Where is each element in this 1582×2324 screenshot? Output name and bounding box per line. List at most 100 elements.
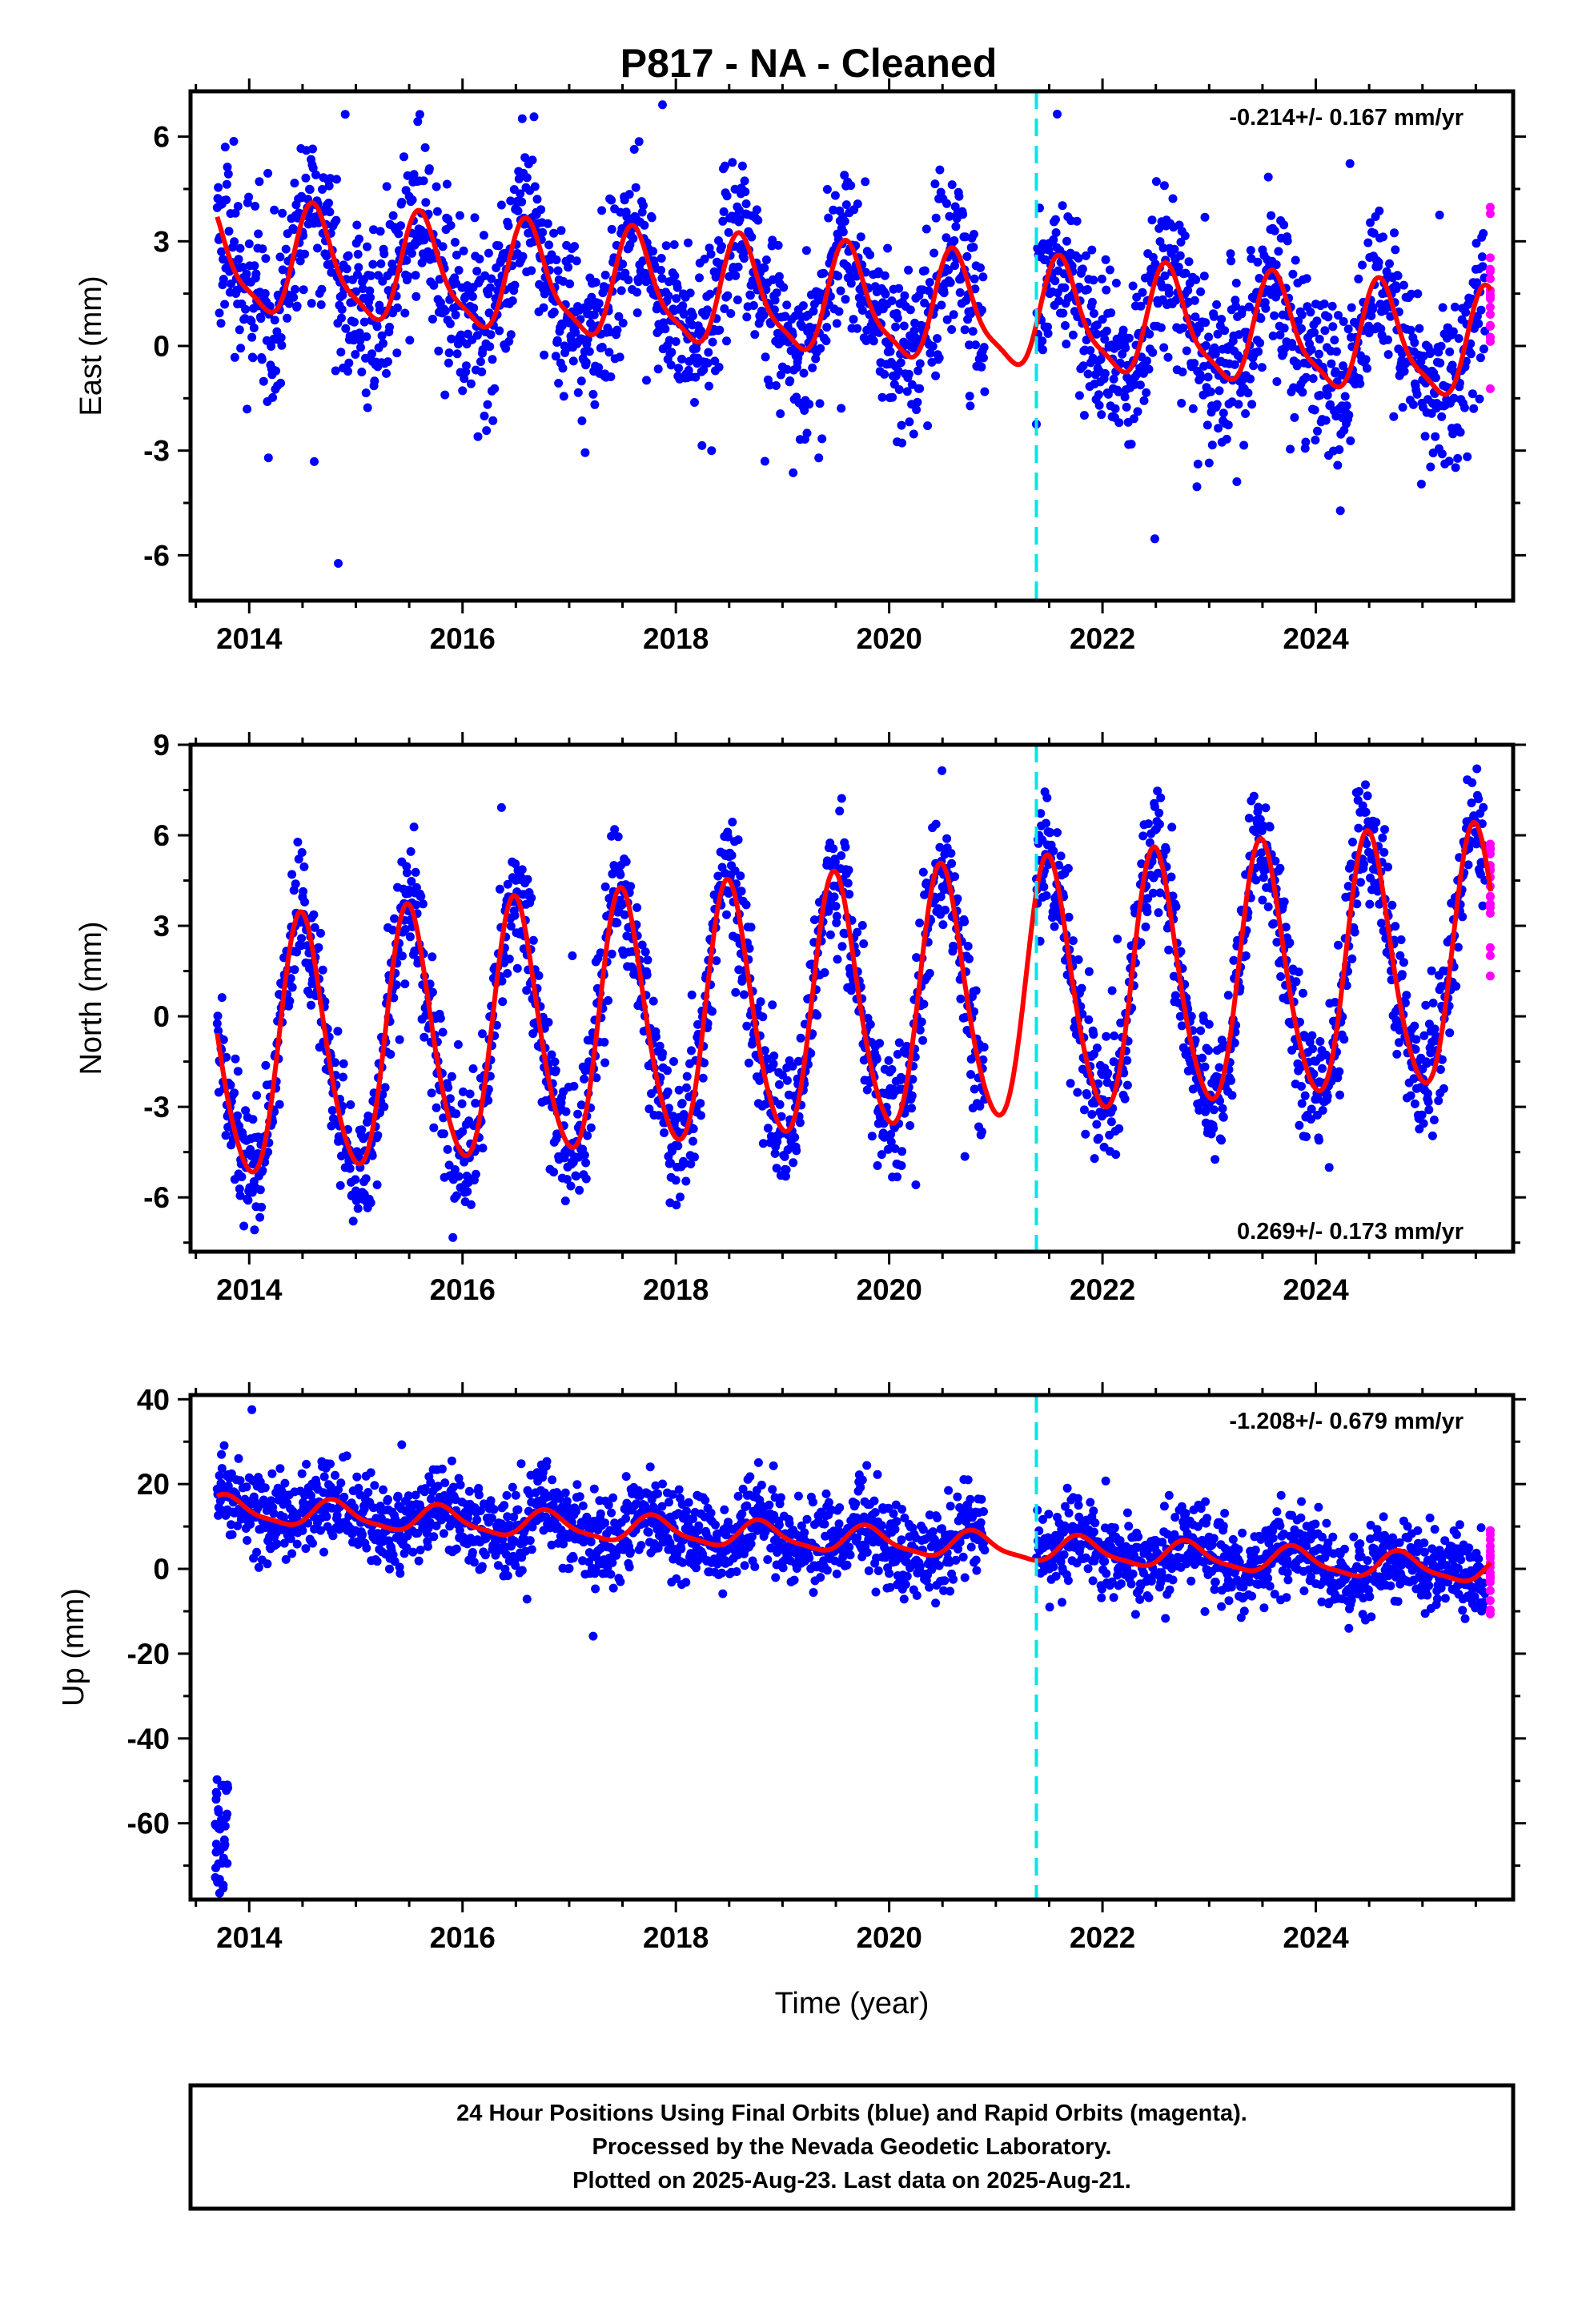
data-point <box>769 305 779 315</box>
data-point <box>693 1019 702 1029</box>
data-point <box>907 1104 917 1113</box>
data-point <box>375 227 385 236</box>
data-point <box>517 197 527 207</box>
data-point <box>285 996 295 1006</box>
data-point <box>1479 802 1488 812</box>
data-point <box>739 254 749 263</box>
data-point <box>421 198 431 207</box>
data-point <box>1452 982 1461 991</box>
data-point <box>432 1103 441 1112</box>
data-point <box>1348 838 1357 846</box>
data-point <box>485 283 495 292</box>
y-tick-label: 0 <box>153 1000 170 1033</box>
data-point <box>267 342 276 351</box>
data-point <box>705 289 715 299</box>
data-point <box>834 307 844 316</box>
data-point <box>561 1107 571 1116</box>
data-point <box>511 859 520 869</box>
data-point <box>840 216 849 226</box>
data-point <box>490 384 500 393</box>
data-point <box>1422 1059 1431 1068</box>
plot-frame <box>188 89 1516 603</box>
data-point <box>681 1176 691 1186</box>
data-point <box>1078 264 1087 274</box>
data-point <box>214 1026 223 1035</box>
data-point <box>221 1131 231 1140</box>
data-point <box>728 158 737 167</box>
data-point <box>257 1202 267 1212</box>
data-point <box>640 947 650 957</box>
data-point <box>597 206 607 215</box>
data-point <box>1361 807 1371 817</box>
data-point <box>367 1151 377 1160</box>
data-point <box>880 271 889 280</box>
data-point <box>1399 958 1408 967</box>
data-point <box>718 216 728 226</box>
data-point <box>1375 206 1384 215</box>
data-point <box>1148 888 1158 898</box>
data-point <box>562 1175 572 1184</box>
data-point <box>1297 324 1306 333</box>
data-point <box>402 868 412 878</box>
data-point <box>324 181 334 191</box>
data-point <box>832 918 841 927</box>
data-point <box>527 893 536 903</box>
data-point <box>726 309 736 318</box>
data-point <box>1151 177 1161 187</box>
data-point <box>229 137 239 146</box>
data-point <box>684 238 693 247</box>
data-point <box>1211 349 1220 359</box>
data-point <box>1211 1303 1220 1312</box>
data-point <box>841 842 850 852</box>
data-point <box>711 272 721 282</box>
data-point <box>925 968 934 978</box>
data-point <box>819 268 829 278</box>
data-point <box>1288 269 1298 279</box>
data-point <box>257 355 267 364</box>
data-point <box>1312 316 1322 326</box>
data-point <box>631 183 640 192</box>
data-point <box>935 842 945 852</box>
data-point <box>768 235 777 245</box>
data-point <box>1427 1131 1437 1140</box>
data-point <box>580 448 590 457</box>
data-point <box>1334 940 1343 950</box>
data-point <box>1168 891 1178 901</box>
data-point <box>420 1032 429 1042</box>
data-point <box>1217 315 1227 324</box>
data-point <box>1271 856 1280 866</box>
data-point <box>1435 358 1445 368</box>
data-point <box>302 1459 311 1469</box>
data-point <box>970 1084 979 1094</box>
data-point <box>931 213 941 223</box>
data-point <box>289 292 299 302</box>
data-point <box>1096 355 1106 364</box>
data-point <box>607 195 616 205</box>
data-point <box>849 315 858 324</box>
data-point <box>682 1083 691 1092</box>
data-point <box>1297 1082 1306 1091</box>
data-point <box>1302 274 1311 283</box>
data-point <box>853 199 862 209</box>
data-point <box>950 236 959 245</box>
data-point <box>337 313 346 323</box>
data-point <box>259 376 268 386</box>
data-point <box>884 1055 893 1065</box>
data-point <box>1058 308 1068 318</box>
data-point <box>506 330 516 340</box>
data-point <box>1231 301 1241 311</box>
data-point <box>1241 409 1251 418</box>
data-point <box>471 1169 480 1179</box>
data-point <box>291 284 300 294</box>
data-point <box>782 1076 792 1085</box>
data-point <box>789 1158 798 1168</box>
data-point <box>1292 361 1302 371</box>
data-point <box>215 308 224 318</box>
data-point <box>234 1454 243 1463</box>
data-point <box>498 997 508 1007</box>
data-point <box>412 900 421 910</box>
data-point <box>529 112 539 122</box>
data-point <box>450 238 460 247</box>
data-point <box>616 286 626 296</box>
data-point <box>530 182 540 191</box>
